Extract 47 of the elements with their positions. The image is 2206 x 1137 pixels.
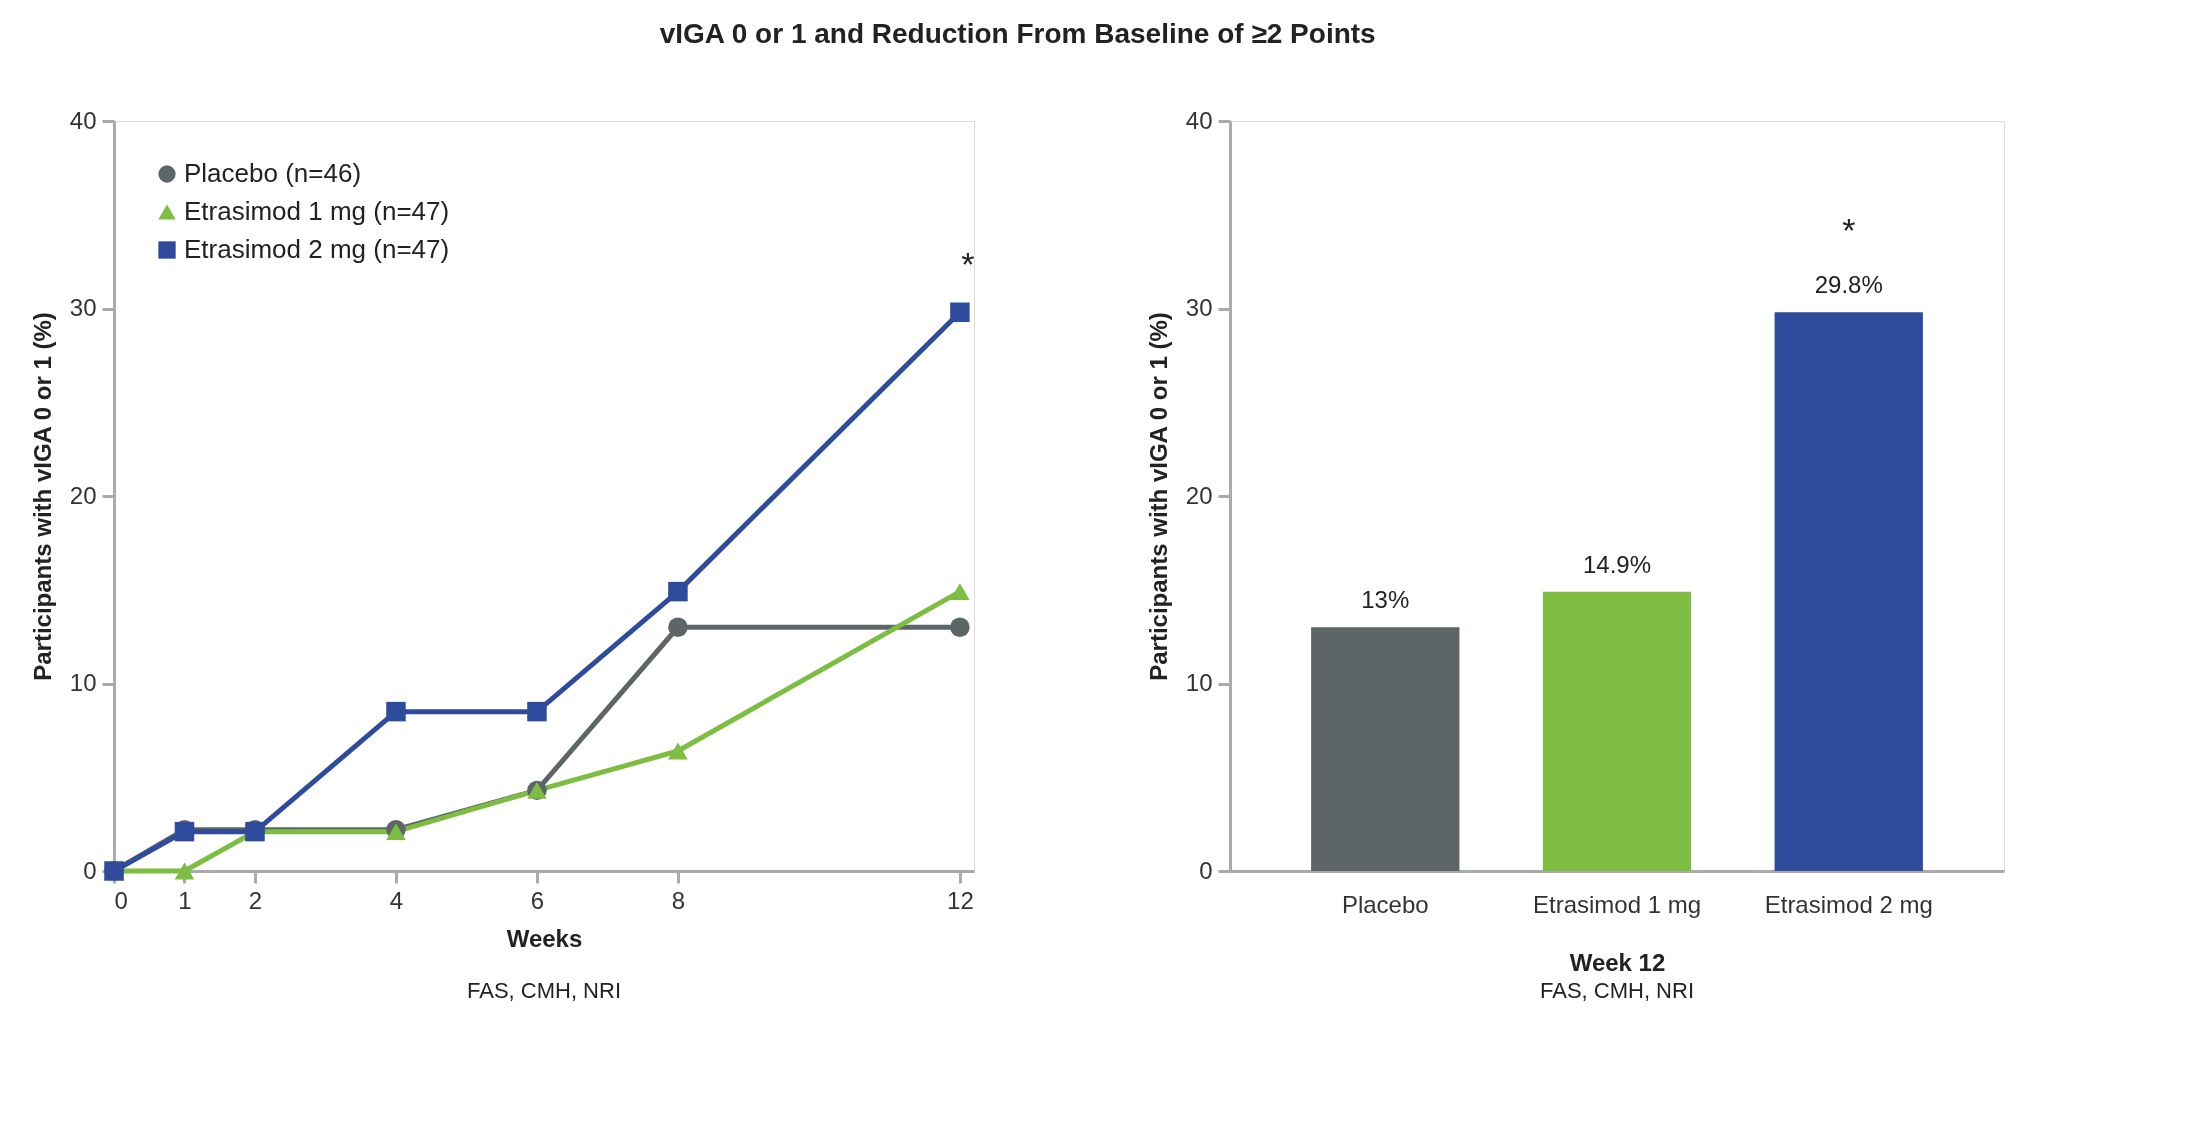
y-tick-label: 0 xyxy=(83,856,97,884)
x-tick-label: 1 xyxy=(178,886,192,914)
bar xyxy=(1774,312,1923,871)
y-tick-label: 40 xyxy=(69,106,97,134)
y-tick-label: 20 xyxy=(1185,481,1213,509)
legend-label: Etrasimod 1 mg (n=47) xyxy=(184,196,450,226)
x-axis-title: Week 12 xyxy=(1569,948,1666,976)
bar xyxy=(1542,591,1692,871)
point xyxy=(950,583,970,601)
x-tick-label: Etrasimod 1 mg xyxy=(1532,890,1702,918)
point xyxy=(668,742,688,760)
y-tick-label: 10 xyxy=(69,669,97,696)
text: FAS, CMH, NRI xyxy=(466,978,622,1003)
chart-title: vIGA 0 or 1 and Reduction From Baseline of ≥2 Points xyxy=(659,17,1376,49)
y-tick-label: 20 xyxy=(69,481,97,509)
x-tick-label: Etrasimod 2 mg xyxy=(1764,890,1933,918)
y-tick-label: 10 xyxy=(1185,669,1213,696)
point xyxy=(950,302,970,322)
point xyxy=(527,701,547,722)
point xyxy=(668,581,688,602)
x-tick-label: 0 xyxy=(114,886,128,914)
data-label: 29.8% xyxy=(1814,271,1883,299)
x-tick-label: Placebo xyxy=(1341,890,1429,918)
x-tick-label: 4 xyxy=(389,886,404,914)
y-axis-title: Participants with vIGA 0 or 1 (%) xyxy=(28,312,56,681)
data-label: 14.9% xyxy=(1582,550,1652,578)
annotation: * xyxy=(961,245,975,284)
y-tick-label: 40 xyxy=(1185,106,1213,134)
x-tick-label: 12 xyxy=(947,886,974,914)
x-axis-title: Weeks xyxy=(506,924,583,952)
x-tick-label: 2 xyxy=(248,886,263,914)
point xyxy=(668,617,688,637)
y-axis-title: Participants with vIGA 0 or 1 (%) xyxy=(1144,312,1172,681)
point xyxy=(174,862,195,880)
legend-label: Placebo (n=46) xyxy=(184,158,362,188)
point xyxy=(386,701,406,722)
x-tick-label: 6 xyxy=(530,886,545,914)
bar xyxy=(1311,627,1460,871)
x-tick-label: 8 xyxy=(671,886,686,914)
y-tick-label: 0 xyxy=(1199,856,1213,884)
legend-label: Etrasimod 2 mg (n=47) xyxy=(184,234,450,264)
y-tick-label: 30 xyxy=(69,294,97,321)
text: FAS, CMH, NRI xyxy=(1539,978,1695,1003)
y-tick-label: 30 xyxy=(1185,294,1213,321)
data-label: 13% xyxy=(1361,586,1410,614)
annotation: * xyxy=(1842,211,1856,250)
point xyxy=(950,617,970,637)
